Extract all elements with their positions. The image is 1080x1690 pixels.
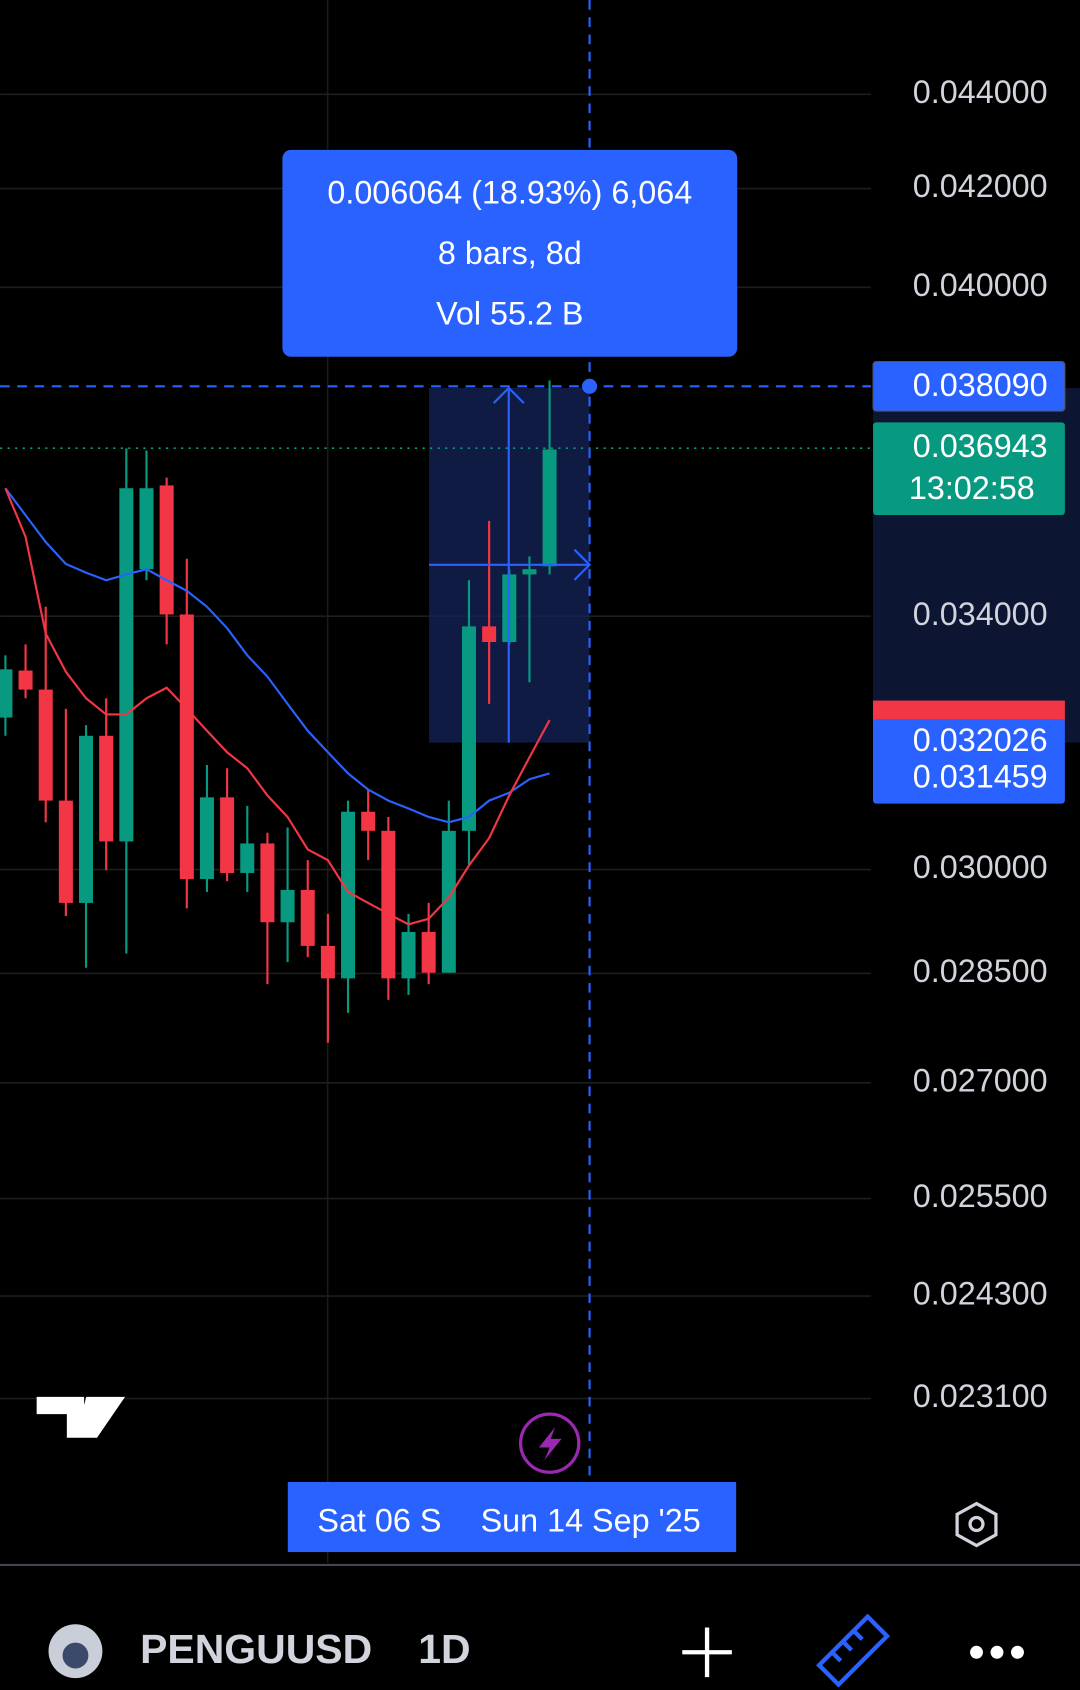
candle-body xyxy=(99,735,114,842)
crosshair-price-label: 0.038090 xyxy=(913,367,1048,403)
candle-body xyxy=(482,626,497,643)
y-tick-label: 0.034000 xyxy=(913,596,1048,632)
candle-body xyxy=(240,843,255,873)
y-tick-label: 0.042000 xyxy=(913,168,1048,204)
add-button[interactable] xyxy=(682,1627,732,1678)
y-tick-label: 0.028500 xyxy=(913,953,1048,989)
candle-body xyxy=(280,889,295,923)
y-tick-label: 0.023100 xyxy=(913,1378,1048,1414)
moving-average xyxy=(4,487,551,926)
y-tick-label: 0.025500 xyxy=(913,1178,1048,1214)
candle-body xyxy=(79,735,94,903)
y-tick-label: 0.040000 xyxy=(913,267,1048,303)
y-tick-label: 0.024300 xyxy=(913,1276,1048,1312)
crosshair-dot xyxy=(582,378,598,394)
measure-arrowhead xyxy=(492,386,525,404)
candle-body xyxy=(199,797,214,880)
y-tick-label: 0.044000 xyxy=(913,74,1048,110)
ma-price-label: 0.031459 xyxy=(913,758,1048,794)
candle-body xyxy=(119,488,134,842)
tradingview-logo-dot xyxy=(86,1398,104,1417)
more-button[interactable] xyxy=(970,1645,1024,1659)
date-label: Sat 06 S xyxy=(317,1502,441,1538)
candle-body xyxy=(441,830,456,973)
candle-body xyxy=(0,669,13,718)
lightning-icon xyxy=(538,1427,562,1461)
candle-body xyxy=(58,800,73,903)
symbol-icon-inner xyxy=(62,1642,89,1669)
last-price-label: 0.036943 xyxy=(913,428,1048,464)
candle-body xyxy=(179,614,194,880)
moving-average xyxy=(4,487,550,824)
candle-body xyxy=(461,626,476,831)
settings-button[interactable] xyxy=(955,1501,998,1548)
candle-body xyxy=(542,449,557,567)
candle-body xyxy=(300,889,315,946)
countdown: 13:02:58 xyxy=(909,470,1035,506)
date-range-label xyxy=(287,1481,737,1553)
candle-body xyxy=(220,797,235,873)
candle-body xyxy=(38,689,53,801)
candle-body xyxy=(421,931,436,973)
candle-body xyxy=(18,670,33,690)
candle-body xyxy=(260,843,275,923)
symbol[interactable]: PENGUUSD xyxy=(140,1626,372,1672)
interval[interactable]: 1D xyxy=(418,1626,470,1672)
candle-body xyxy=(401,931,416,979)
crosshair-price-box xyxy=(872,360,1066,412)
ma-price-label: 0.032026 xyxy=(913,722,1048,758)
candle-body xyxy=(139,488,154,570)
lightning-button[interactable] xyxy=(518,1412,581,1474)
candle-body xyxy=(320,945,335,979)
y-tick-label: 0.027000 xyxy=(913,1062,1048,1098)
y-tick-label: 0.030000 xyxy=(913,849,1048,885)
tooltip-line: 8 bars, 8d xyxy=(438,235,582,271)
measure-tooltip xyxy=(282,149,738,357)
measure-arrowhead xyxy=(573,548,592,581)
candle-body xyxy=(159,485,174,615)
ma-price-box xyxy=(873,718,1065,804)
hidden-price-label xyxy=(873,700,1065,723)
date-label: Sun 14 Sep '25 xyxy=(481,1502,701,1538)
settings-icon xyxy=(968,1515,985,1533)
plot xyxy=(0,380,871,1043)
last-price-box xyxy=(873,422,1065,516)
candle-body xyxy=(381,830,396,979)
candle-body xyxy=(341,811,356,979)
tooltip-line: 0.006064 (18.93%) 6,064 xyxy=(327,175,692,211)
ruler-button[interactable] xyxy=(816,1613,891,1688)
tooltip-line: Vol 55.2 B xyxy=(436,295,583,331)
candle-body xyxy=(522,569,537,575)
candle-body xyxy=(361,811,376,831)
